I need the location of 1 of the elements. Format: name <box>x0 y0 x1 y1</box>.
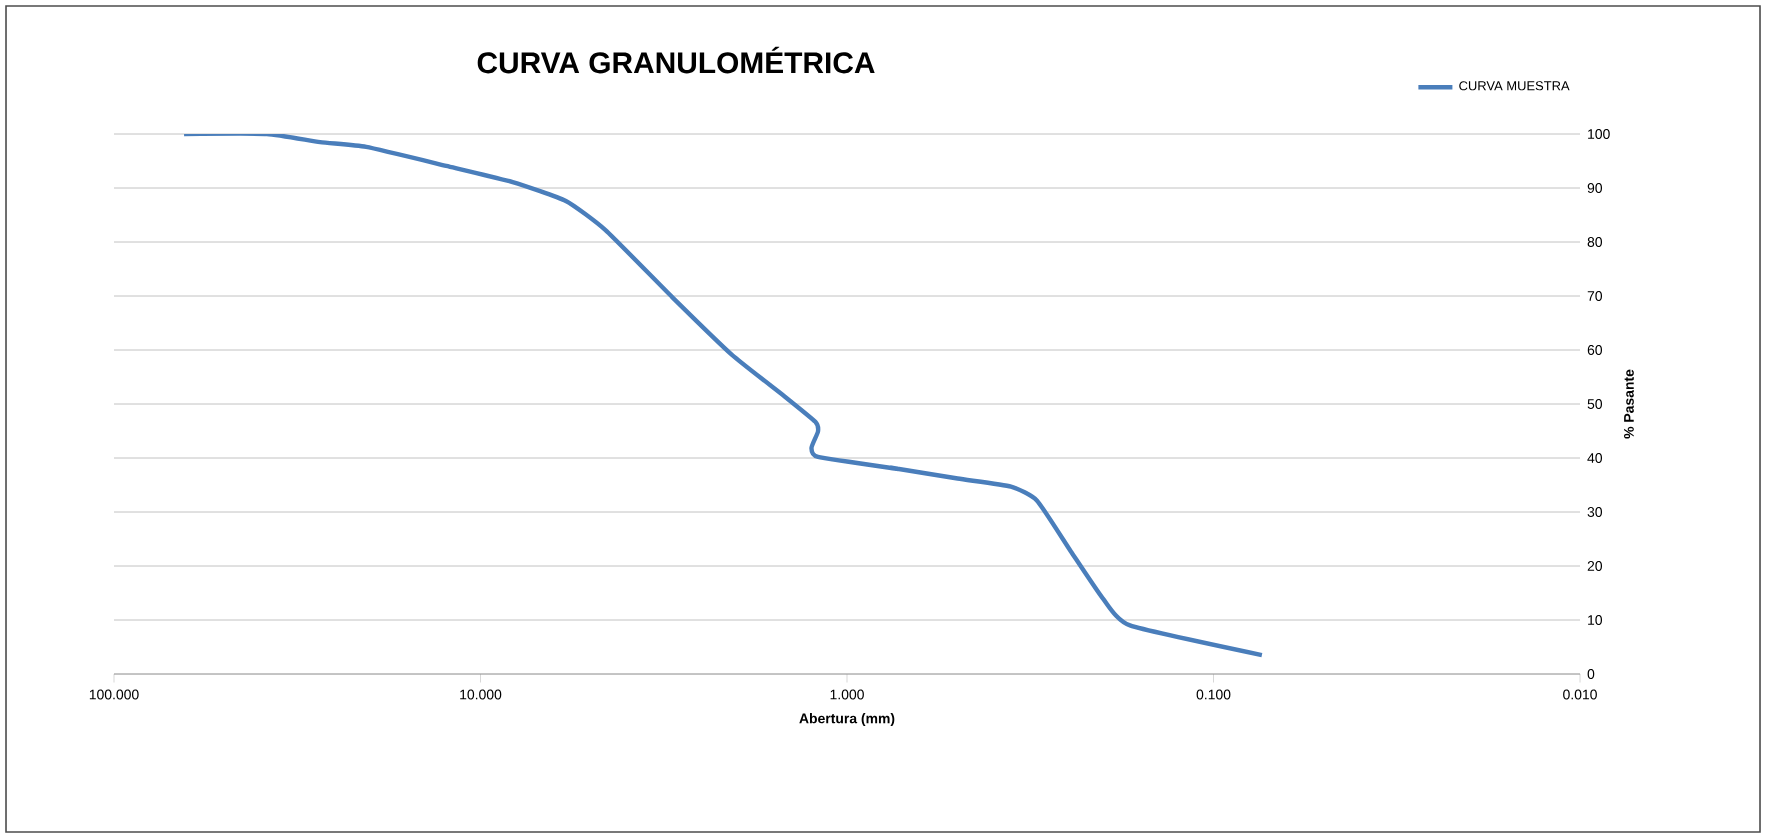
chart-title: CURVA GRANULOMÉTRICA <box>477 46 875 74</box>
